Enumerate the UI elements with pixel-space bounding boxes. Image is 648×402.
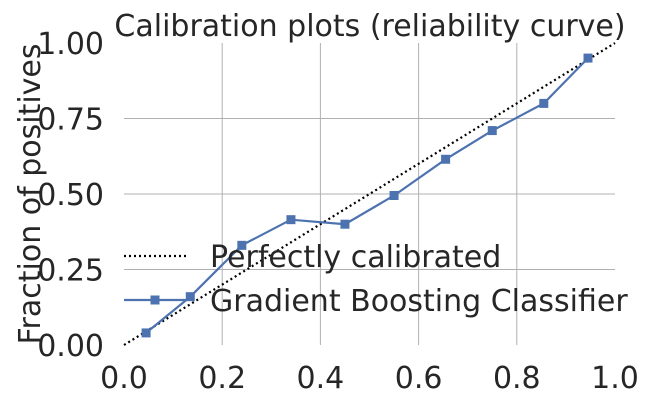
chart-title: Calibration plots (reliability curve): [114, 9, 625, 44]
data-point: [237, 240, 247, 250]
x-tick-label: 0.0: [100, 361, 148, 396]
data-point: [141, 328, 151, 338]
data-point: [286, 215, 296, 225]
data-point: [185, 292, 195, 302]
y-axis-label: Fraction of positives: [13, 43, 48, 344]
legend: Perfectly calibrated Gradient Boosting Cl…: [124, 240, 628, 319]
perfectly-calibrated-line: [123, 42, 616, 346]
y-tick-label: 0.25: [37, 254, 104, 289]
data-point: [441, 154, 451, 164]
data-point: [340, 219, 350, 229]
y-tick-label: 0.50: [37, 178, 104, 213]
legend-entry-label: Gradient Boosting Classifier: [210, 284, 628, 319]
gradient-boosting-line: [145, 57, 589, 334]
x-tick-label: 0.4: [297, 361, 345, 396]
legend-swatch-marker: [150, 295, 160, 305]
y-tick-label: 1.00: [37, 27, 104, 62]
data-point: [389, 191, 399, 201]
y-tick-label: 0.00: [37, 329, 104, 364]
data-point: [539, 98, 549, 108]
x-tick-label: 0.6: [395, 361, 443, 396]
data-point: [487, 126, 497, 136]
plot-series: [123, 42, 616, 346]
data-point: [583, 53, 593, 63]
legend-entry-label: Perfectly calibrated: [210, 240, 501, 275]
x-tick-label: 1.0: [591, 361, 639, 396]
x-tick-label: 0.2: [198, 361, 246, 396]
grid-lines: [124, 43, 615, 345]
x-tick-label: 0.8: [493, 361, 541, 396]
tick-labels: 0.0 0.2 0.4 0.6 0.8 1.0 0.00 0.25 0.50 0.75 1.00: [37, 27, 639, 396]
y-tick-label: 0.75: [37, 103, 104, 138]
